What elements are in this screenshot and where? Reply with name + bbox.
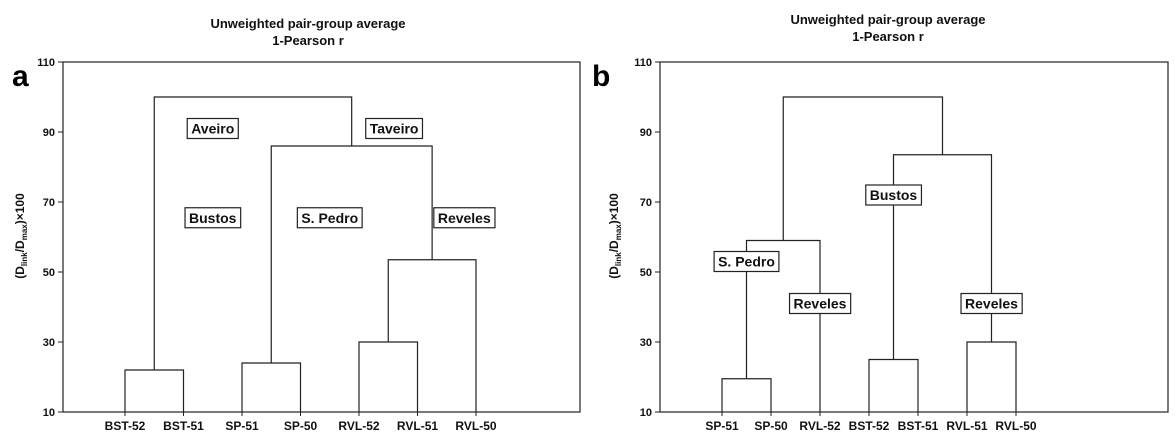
y-tick-label: 50: [640, 267, 652, 279]
dendrogram-link: [721, 378, 772, 412]
y-tick-label: 110: [634, 57, 652, 69]
y-tick-label: 110: [37, 57, 55, 69]
annotation-box: [788, 292, 852, 315]
annotation-label: Reveles: [438, 210, 491, 226]
annotation-label: Reveles: [794, 296, 847, 312]
dendrogram-link: [270, 145, 433, 363]
cluster-annotation: Reveles: [433, 207, 496, 229]
leaf-label: RVL-51: [946, 419, 987, 433]
y-tick-label: 50: [43, 267, 55, 279]
cluster-annotation: Bustos: [184, 207, 242, 229]
cluster-annotation: Bustos: [865, 184, 923, 206]
y-tick-label: 30: [43, 337, 55, 349]
annotation-box: [184, 207, 242, 229]
leaf-label: BST-52: [849, 419, 890, 433]
annotation-label: Bustos: [189, 210, 237, 226]
y-tick-label: 90: [43, 127, 55, 139]
panel-b-title: Unweighted pair-group average: [790, 12, 985, 27]
leaf-label: RVL-52: [338, 419, 379, 433]
leaf-label: RVL-50: [455, 419, 496, 433]
leaf-label: BST-52: [105, 419, 146, 433]
plot-frame: [659, 61, 1169, 413]
annotation-box: [186, 117, 239, 140]
leaf-label: BST-51: [163, 419, 204, 433]
cluster-annotation: Reveles: [960, 292, 1023, 315]
leaf-label: SP-51: [705, 419, 739, 433]
dendrogram-link: [868, 358, 919, 412]
dendrogram-link: [124, 369, 185, 412]
leaf-label: SP-51: [225, 419, 259, 433]
plot-frame: [62, 61, 581, 413]
panel-a-subtitle: 1-Pearson r: [272, 33, 344, 48]
annotation-label: Taveiro: [370, 121, 419, 137]
leaf-label: SP-50: [284, 419, 318, 433]
annotation-box: [960, 292, 1023, 315]
cluster-annotation: Taveiro: [365, 117, 424, 140]
annotation-label: S. Pedro: [301, 210, 358, 226]
y-tick-label: 10: [43, 407, 55, 419]
cluster-annotation: Reveles: [788, 292, 852, 315]
annotation-label: Bustos: [870, 187, 918, 203]
panel-b: Unweighted pair-group average 1-Pearson …: [592, 12, 986, 279]
cluster-annotation: Aveiro: [186, 117, 239, 140]
panel-b-y-axis-label: (Dlink/Dmax)×100: [607, 193, 623, 279]
leaf-label: RVL-50: [995, 419, 1036, 433]
panel-a: Unweighted pair-group average 1-Pearson …: [12, 16, 406, 279]
annotation-box: [296, 207, 363, 229]
annotation-box: [865, 184, 923, 206]
panel-b-subtitle: 1-Pearson r: [852, 29, 924, 44]
y-tick-label: 90: [640, 127, 652, 139]
dendrogram-link: [153, 96, 353, 370]
cluster-annotation: S. Pedro: [713, 250, 780, 273]
y-tick-label: 70: [43, 197, 55, 209]
y-tick-label: 70: [640, 197, 652, 209]
panel-a-y-axis-label: (Dlink/Dmax)×100: [13, 193, 29, 279]
annotation-label: Reveles: [965, 296, 1018, 312]
y-tick-label: 10: [640, 407, 652, 419]
panel-b-letter: b: [592, 60, 610, 93]
annotation-box: [713, 250, 780, 273]
leaf-label: RVL-52: [799, 419, 840, 433]
panel-a-letter: a: [12, 60, 29, 93]
leaf-label: RVL-51: [397, 419, 438, 433]
panel-b-plot: 110 90 70 50 30 10 SP-51 SP-50 RVL-52 BST-52 BST-5…: [634, 57, 1169, 433]
dendrogram-link: [358, 341, 419, 412]
annotation-box: [365, 117, 424, 140]
panel-a-plot: 110 90 70 50 30 10 BST-52 BST-51 SP-51 SP-50 RVL-5…: [37, 57, 581, 433]
annotation-label: S. Pedro: [718, 254, 775, 270]
dendrogram-link: [966, 341, 1017, 412]
panel-a-title: Unweighted pair-group average: [210, 16, 405, 31]
annotation-label: Aveiro: [191, 121, 234, 137]
annotation-box: [433, 207, 496, 229]
cluster-annotation: S. Pedro: [296, 207, 363, 229]
dendrogram-link: [387, 259, 477, 412]
y-tick-label: 30: [640, 337, 652, 349]
dendrogram-link: [782, 96, 944, 241]
dendrogram-link: [241, 362, 302, 412]
leaf-label: BST-51: [898, 419, 939, 433]
leaf-label: SP-50: [754, 419, 788, 433]
